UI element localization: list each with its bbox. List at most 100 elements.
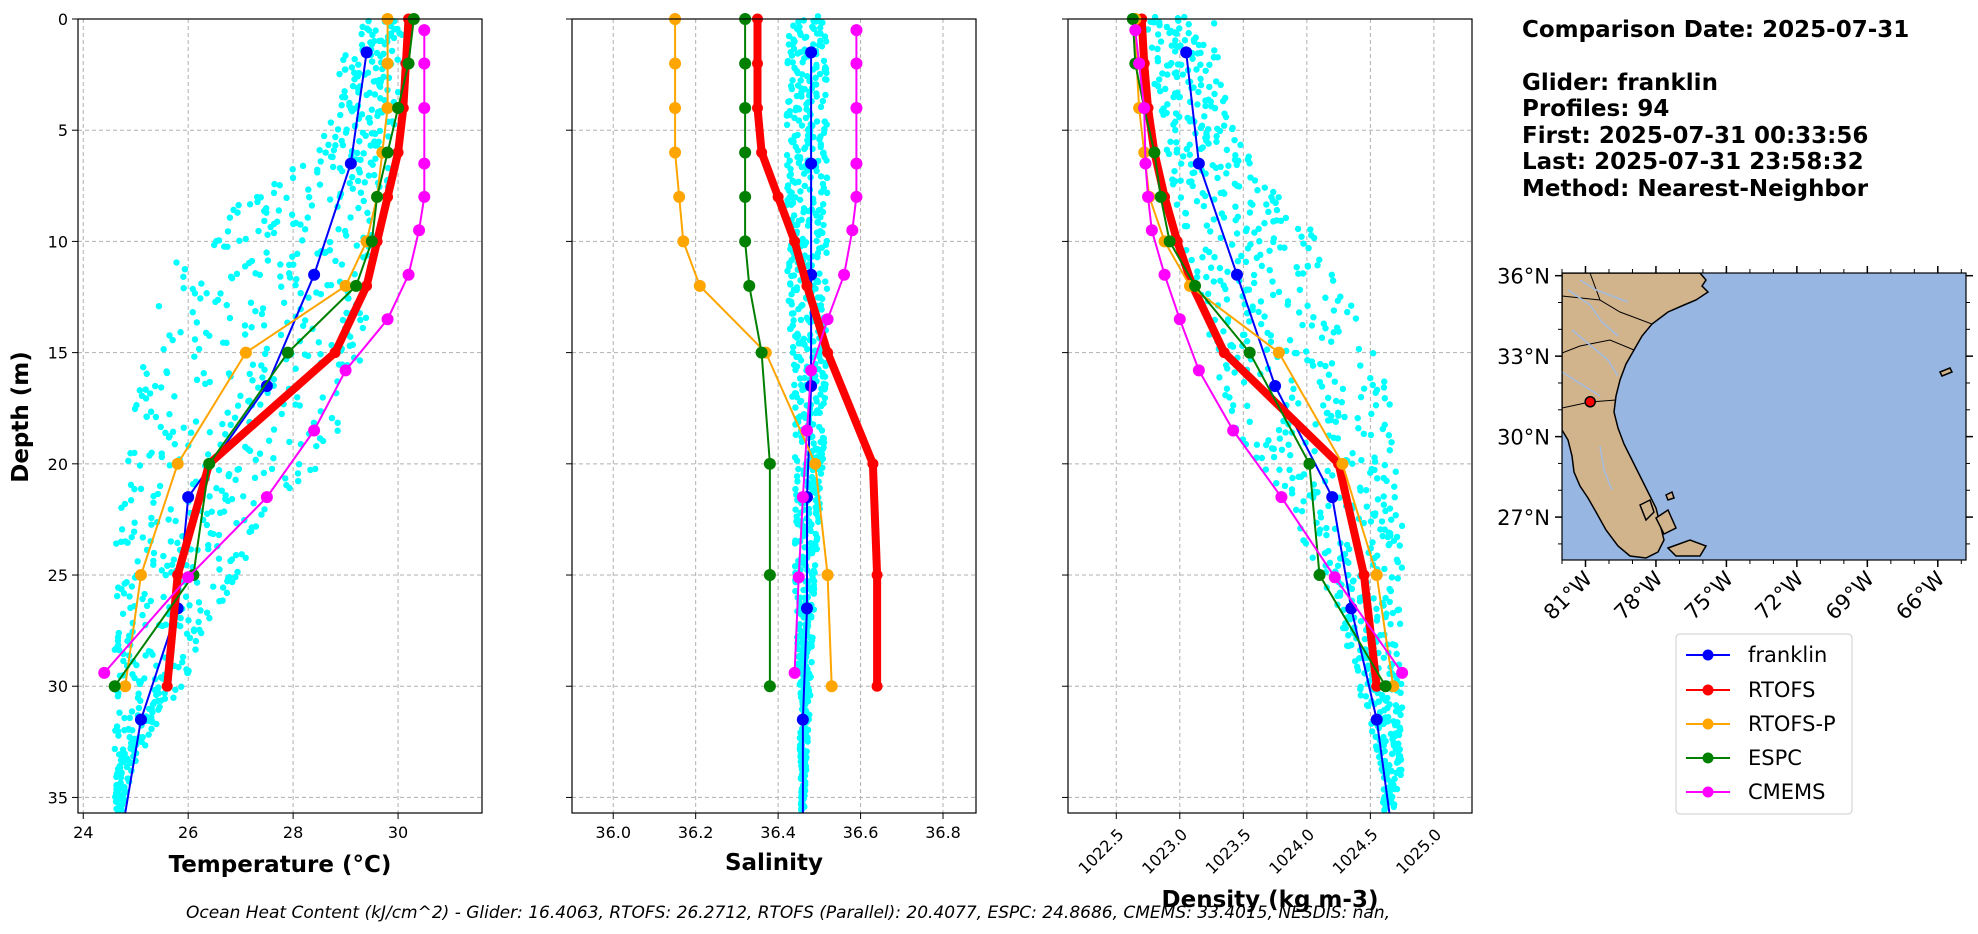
glider-profile-point	[161, 695, 169, 703]
glider-profile-point	[1394, 607, 1401, 614]
data-point-cmems	[418, 57, 431, 70]
info-block: Comparison Date: 2025-07-31 Glider: fran…	[1522, 17, 1909, 202]
glider-profile-point	[1251, 177, 1259, 184]
glider-profile-point	[260, 469, 268, 477]
glider-profile-point	[1170, 93, 1177, 101]
glider-profile-point	[295, 461, 303, 468]
glider-profile-point	[1316, 530, 1323, 537]
glider-profile-point	[804, 345, 811, 353]
glider-profile-point	[1177, 177, 1184, 184]
glider-profile-point	[372, 155, 379, 162]
glider-profile-point	[193, 319, 201, 326]
glider-profile-point	[1290, 385, 1297, 393]
glider-profile-point	[195, 599, 203, 606]
glider-profile-point	[150, 561, 157, 568]
glider-profile-point	[1244, 402, 1251, 410]
glider-profile-point	[1207, 98, 1214, 105]
glider-profile-point	[1269, 291, 1277, 299]
glider-profile-point	[820, 57, 828, 65]
legend-label: franklin	[1748, 643, 1827, 667]
glider-profile-point	[289, 253, 296, 260]
y-tick-label: 0	[58, 10, 68, 29]
glider-profile-point	[814, 13, 822, 20]
glider-profile-point	[1381, 565, 1388, 573]
glider-profile-point	[817, 214, 824, 221]
glider-profile-point	[147, 408, 155, 415]
glider-profile-point	[227, 421, 234, 429]
glider-profile-point	[354, 177, 362, 185]
glider-profile-point	[349, 82, 357, 90]
glider-profile-point	[806, 674, 813, 682]
glider-profile-point	[112, 798, 120, 805]
data-point-espc	[739, 101, 752, 114]
glider-profile-point	[261, 506, 268, 513]
glider-profile-point	[242, 554, 249, 562]
glider-profile-point	[315, 339, 322, 346]
glider-profile-point	[139, 363, 147, 371]
glider-profile-point	[1199, 254, 1206, 261]
glider-profile-point	[1351, 658, 1359, 665]
glider-profile-point	[226, 214, 234, 221]
glider-profile-point	[118, 806, 125, 814]
glider-profile-point	[797, 316, 805, 324]
glider-profile-point	[232, 551, 240, 559]
island	[1938, 367, 1954, 377]
glider-profile-point	[1357, 692, 1364, 699]
glider-profile-point	[1349, 578, 1357, 585]
glider-profile-point	[358, 111, 366, 118]
axes-frame	[1067, 18, 1473, 814]
glider-profile-point	[1179, 71, 1187, 78]
glider-profile-point	[119, 610, 127, 617]
glider-profile-point	[806, 186, 814, 193]
glider-profile-point	[192, 646, 199, 653]
glider-profile-point	[292, 401, 299, 408]
glider-profile-point	[130, 528, 138, 535]
glider-profile-point	[329, 163, 337, 171]
data-point-espc	[108, 680, 121, 693]
legend-marker	[1702, 684, 1714, 696]
glider-profile-point	[1186, 118, 1194, 125]
glider-profile-point	[263, 345, 271, 352]
glider-profile-point	[812, 81, 820, 88]
glider-profile-point	[154, 697, 162, 705]
glider-profile-point	[817, 103, 825, 111]
glider-profile-point	[172, 686, 179, 693]
data-point-espc	[371, 190, 384, 203]
glider-profile-point	[380, 50, 387, 58]
glider-profile-point	[1384, 533, 1392, 541]
x-tick-label: 30	[388, 823, 408, 842]
glider-profile-point	[317, 350, 324, 358]
glider-profile-point	[1150, 19, 1158, 26]
data-point-cmems	[1275, 491, 1288, 504]
glider-profile-point	[1190, 38, 1198, 45]
glider-profile-point	[1262, 441, 1270, 449]
glider-profile-point	[814, 407, 821, 414]
glider-profile-point	[203, 290, 210, 297]
glider-profile-point	[1296, 286, 1304, 293]
glider-profile-point	[242, 235, 249, 243]
glider-profile-point	[1275, 426, 1283, 434]
glider-profile-point	[798, 730, 805, 737]
glider-profile-point	[150, 492, 157, 500]
glider-profile-point	[1231, 136, 1238, 144]
glider-profile-point	[1317, 360, 1324, 368]
glider-profile-point	[278, 410, 285, 418]
glider-profile-point	[215, 237, 223, 244]
glider-profile-point	[225, 472, 232, 480]
glider-profile-point	[1270, 453, 1278, 461]
legend-marker	[1702, 718, 1714, 730]
glider-profile-point	[1173, 139, 1180, 146]
legend-marker	[1702, 786, 1714, 798]
glider-profile-point	[270, 229, 278, 237]
glider-profile-point	[1380, 742, 1388, 749]
glider-profile-point	[1256, 238, 1263, 245]
glider-profile-point	[1203, 273, 1210, 281]
glider-profile-point	[128, 533, 135, 541]
glider-profile-point	[328, 341, 335, 349]
map-lat-label: 30°N	[1497, 426, 1550, 450]
data-point-espc	[350, 279, 363, 292]
glider-profile-point	[1382, 594, 1389, 602]
glider-profile-point	[1362, 693, 1370, 700]
glider-profile-point	[385, 133, 392, 140]
glider-profile-point	[806, 525, 814, 532]
